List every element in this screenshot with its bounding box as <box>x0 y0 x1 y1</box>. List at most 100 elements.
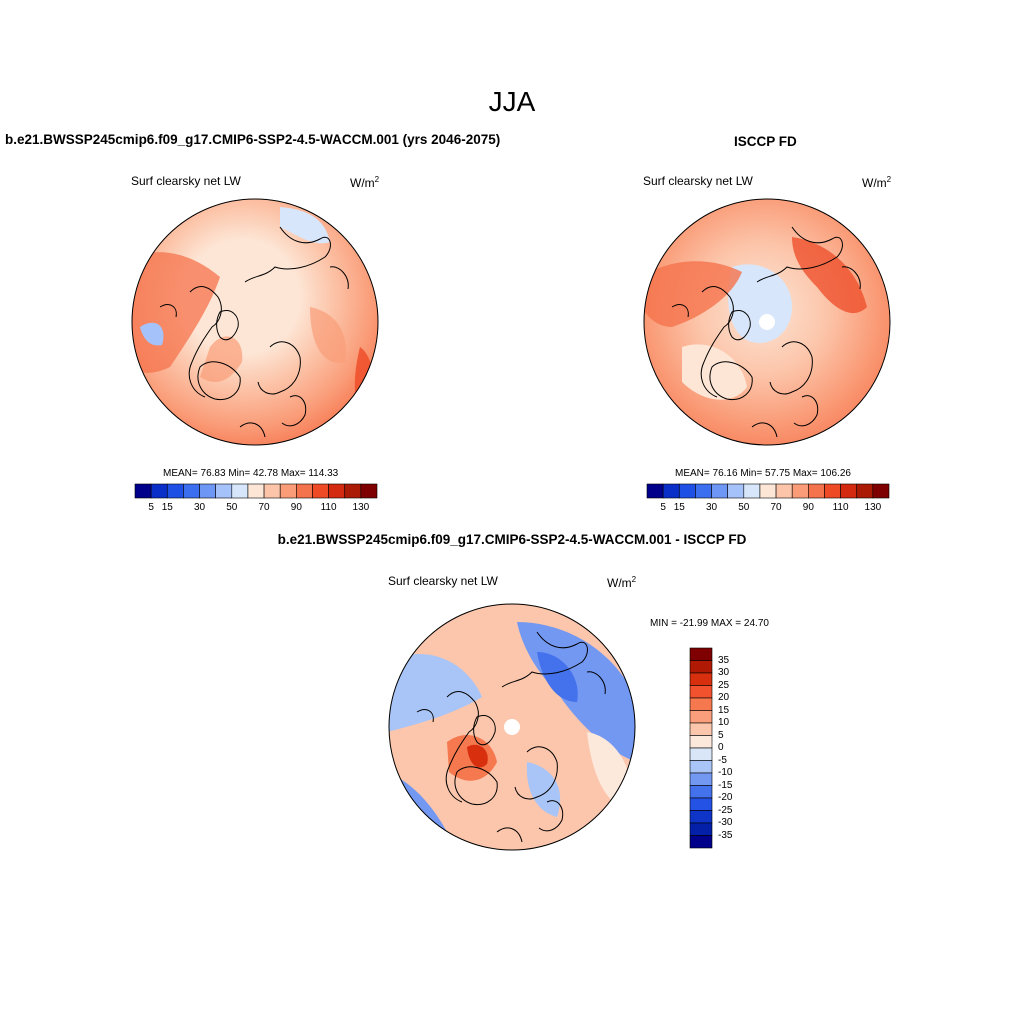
model-field-patch <box>310 307 346 363</box>
diff-units-label: W/m2 <box>607 575 637 590</box>
model-colorbar-swatch <box>183 483 200 499</box>
diff-colorbar-tick-label: -35 <box>718 829 733 841</box>
model-colorbar-tick-label: 130 <box>352 502 370 513</box>
model-colorbar-swatch <box>344 483 362 499</box>
diff-colorbar-ticks: 35 30 25 20 15 10 5 0 -5 -10 -15 -20 -25 -30 -35 <box>718 648 758 848</box>
obs-units-label: W/m2 <box>862 175 892 190</box>
diff-field-patch <box>526 762 561 817</box>
model-polar-map <box>131 198 379 446</box>
main-title: JJA <box>488 86 536 117</box>
obs-colorbar-swatch <box>872 483 890 499</box>
obs-colorbar-swatch <box>791 483 809 499</box>
model-field-patch <box>140 322 164 346</box>
obs-colorbar-tick-label: 50 <box>738 502 750 513</box>
obs-colorbar <box>646 483 890 499</box>
obs-colorbar-swatch <box>856 483 874 499</box>
obs-polar-map <box>643 198 891 446</box>
diff-colorbar-tick-label: -30 <box>718 817 733 828</box>
diff-stats: MIN = -21.99 MAX = 24.70 <box>650 618 769 629</box>
obs-field-patch <box>644 261 742 327</box>
model-colorbar-swatch <box>279 483 297 499</box>
model-stats: MEAN= 76.83 Min= 42.78 Max= 114.33 <box>163 468 339 479</box>
diff-colorbar-tick-label: 10 <box>718 717 730 728</box>
obs-colorbar-swatch <box>727 483 745 499</box>
obs-stats: MEAN= 76.16 Min= 57.75 Max= 106.26 <box>675 468 851 479</box>
diff-colorbar-tick-label: 30 <box>718 667 730 678</box>
diff-colorbar-tick-label: 0 <box>718 742 724 753</box>
obs-panel-title: ISCCP FD <box>734 134 797 149</box>
model-colorbar-swatch <box>231 483 249 499</box>
model-colorbar-swatch <box>296 483 313 499</box>
diff-missing-pole <box>504 719 520 735</box>
obs-colorbar-swatch <box>711 483 728 499</box>
model-colorbar-swatch <box>328 483 346 499</box>
model-map-border <box>131 198 379 446</box>
diff-colorbar-swatch <box>689 785 713 799</box>
obs-colorbar-tick-label: 70 <box>770 502 782 513</box>
model-colorbar-swatch <box>150 483 168 499</box>
model-colorbar-tick-label: 70 <box>258 502 270 513</box>
diff-colorbar-swatch <box>689 797 713 811</box>
diff-panel-title: b.e21.BWSSP245cmip6.f09_g17.CMIP6-SSP2-4… <box>277 532 747 547</box>
obs-field-patch <box>728 264 792 343</box>
diff-colorbar-tick-label: -10 <box>718 767 733 778</box>
obs-variable-label: Surf clearsky net LW <box>643 174 753 188</box>
model-colorbar-ticks: 5 15 30 50 70 90 110 130 <box>135 502 377 516</box>
diff-colorbar-tick-label: -25 <box>718 804 733 816</box>
model-colorbar-tick-label: 5 <box>148 502 154 513</box>
diff-field-patch <box>477 669 528 714</box>
diff-colorbar-swatch <box>689 722 713 736</box>
model-colorbar-tick-label: 15 <box>161 502 173 513</box>
model-panel-title: b.e21.BWSSP245cmip6.f09_g17.CMIP6-SSP2-4… <box>5 132 501 147</box>
diff-field-patch <box>467 744 488 768</box>
diff-colorbar-tick-label: 35 <box>718 654 730 666</box>
diff-colorbar-tick-label: 25 <box>718 679 730 691</box>
diff-colorbar-tick-label: -20 <box>718 792 733 803</box>
diff-colorbar-tick-label: 15 <box>718 704 730 716</box>
model-colorbar-swatch <box>134 483 152 499</box>
diff-colorbar <box>689 647 713 849</box>
diff-polar-map <box>388 603 636 851</box>
diff-field-patch <box>389 654 482 732</box>
obs-colorbar-ticks: 5 15 30 50 70 90 110 130 <box>647 502 889 516</box>
model-colorbar-tick-label: 110 <box>320 502 337 513</box>
obs-colorbar-swatch <box>662 483 680 499</box>
diff-colorbar-swatch <box>689 747 713 761</box>
obs-colorbar-swatch <box>808 483 825 499</box>
obs-missing-pole <box>759 314 775 330</box>
diff-colorbar-swatch <box>689 697 713 711</box>
diff-colorbar-swatch <box>689 647 713 661</box>
obs-colorbar-tick-label: 90 <box>802 502 814 513</box>
obs-colorbar-swatch <box>840 483 858 499</box>
obs-colorbar-tick-label: 5 <box>660 502 666 513</box>
diff-colorbar-swatch <box>689 810 713 824</box>
obs-colorbar-swatch <box>775 483 793 499</box>
model-colorbar-swatch <box>199 483 216 499</box>
model-colorbar-tick-label: 90 <box>290 502 302 513</box>
diff-colorbar-tick-label: -15 <box>718 779 733 791</box>
obs-colorbar-tick-label: 15 <box>673 502 685 513</box>
model-colorbar-swatch <box>312 483 329 499</box>
model-variable-label: Surf clearsky net LW <box>131 174 241 188</box>
model-colorbar-swatch <box>215 483 233 499</box>
obs-map-border <box>643 198 891 446</box>
diff-colorbar-swatch <box>689 760 713 774</box>
diff-colorbar-swatch <box>689 822 713 836</box>
diff-colorbar-tick-label: -5 <box>718 754 727 766</box>
model-units-label: W/m2 <box>350 175 380 190</box>
obs-colorbar-swatch <box>743 483 761 499</box>
obs-coastlines <box>671 226 861 438</box>
diff-colorbar-tick-label: 20 <box>718 692 730 703</box>
diff-coastlines <box>416 631 606 843</box>
diff-variable-label: Surf clearsky net LW <box>388 574 498 588</box>
diff-map-border <box>388 603 636 851</box>
model-colorbar-tick-label: 30 <box>193 502 206 513</box>
diff-colorbar-swatch <box>689 835 713 849</box>
model-field-patch <box>280 207 330 244</box>
obs-colorbar-tick-label: 110 <box>832 502 849 513</box>
obs-field-patch <box>792 237 867 314</box>
model-field-patch <box>200 336 243 382</box>
obs-colorbar-tick-label: 130 <box>864 502 882 513</box>
diff-colorbar-swatch <box>689 735 713 749</box>
obs-colorbar-tick-label: 30 <box>705 502 718 513</box>
